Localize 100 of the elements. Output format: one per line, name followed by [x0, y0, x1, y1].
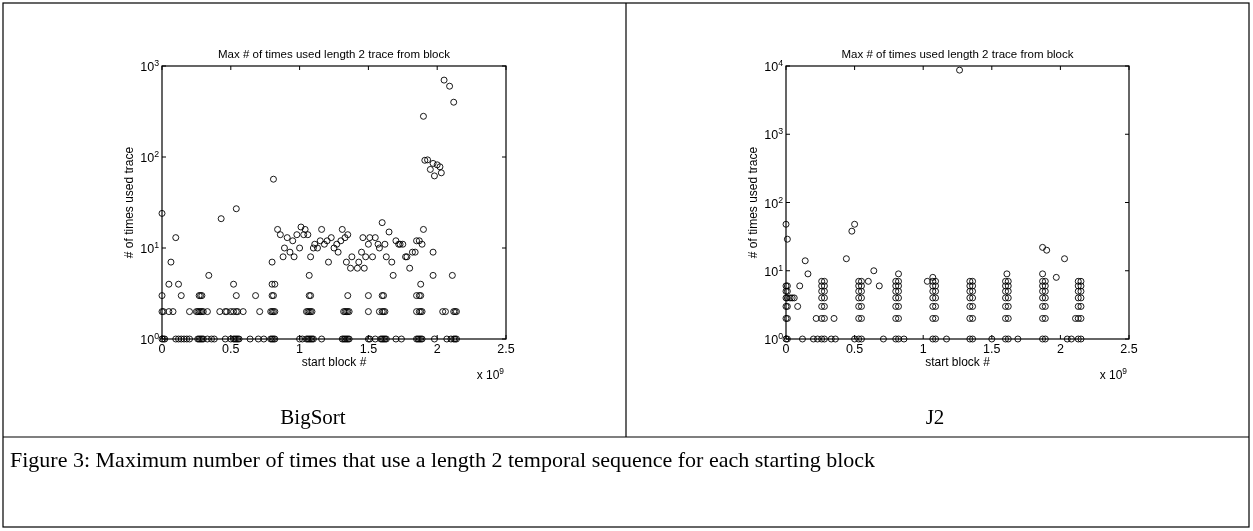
x-axis-title: start block # [925, 355, 991, 369]
x-tick-label: 1.5 [359, 342, 378, 356]
y-tick-label: 10$^{2}$ [140, 149, 160, 165]
point [1002, 302, 1009, 310]
x-tick-label: 1 [296, 342, 304, 356]
x-tick-label: 2.5 [1120, 342, 1138, 356]
y-tick-label: 10$^{3}$ [764, 126, 784, 143]
point [827, 335, 835, 343]
point [1002, 315, 1009, 322]
point [1002, 282, 1009, 290]
point [858, 315, 865, 322]
caption: Figure 3: Maximum number of times that use a length 2 temporal sequence for each starting block [10, 446, 877, 473]
point [969, 294, 977, 302]
point [895, 277, 902, 285]
point [900, 335, 908, 343]
x-tick-label: 0.5 [845, 342, 864, 356]
point [1014, 335, 1022, 343]
point [895, 335, 902, 343]
point [1004, 315, 1012, 322]
point [1077, 335, 1085, 343]
point [892, 335, 900, 343]
point [812, 315, 820, 322]
point [1074, 287, 1082, 295]
point [895, 302, 902, 310]
point [969, 335, 977, 343]
point [858, 294, 865, 302]
point [851, 220, 859, 228]
point [1039, 270, 1047, 278]
point [1004, 277, 1012, 285]
point [966, 315, 974, 322]
point [932, 294, 939, 302]
point [858, 282, 865, 290]
point [809, 335, 817, 343]
point [1002, 277, 1009, 285]
point [1077, 282, 1085, 290]
y-tick-label: 10$^{3}$ [140, 58, 160, 74]
point [1002, 287, 1009, 295]
point [895, 294, 902, 302]
point [932, 315, 939, 322]
y-tick-label: 10$^{4}$ [764, 58, 784, 74]
y-tick-label: 10$^{1}$ [764, 262, 784, 279]
chart-title: Max # of times used length 2 trace from block [217, 48, 451, 60]
point [932, 302, 939, 310]
point [855, 277, 863, 285]
point [831, 335, 839, 343]
point [1074, 335, 1082, 343]
point [1077, 302, 1085, 310]
point [969, 287, 977, 295]
point [966, 335, 974, 343]
point [1004, 335, 1012, 343]
point [892, 315, 900, 322]
x-tick-label: 0 [782, 342, 790, 356]
point [956, 66, 964, 74]
point [929, 315, 937, 322]
point [969, 315, 977, 322]
x-tick-label: 0.5 [222, 342, 240, 356]
point [932, 287, 939, 295]
point [855, 282, 863, 290]
point [892, 294, 900, 302]
point [855, 287, 863, 295]
point [794, 302, 802, 310]
point [1004, 294, 1012, 302]
point [782, 220, 790, 228]
point [1003, 270, 1011, 278]
point [929, 287, 937, 295]
point [1063, 335, 1071, 343]
point [1074, 282, 1082, 290]
point [892, 282, 900, 290]
point [1077, 294, 1085, 302]
point [943, 335, 950, 343]
x-tick-label: 2 [433, 342, 441, 356]
point [855, 315, 863, 322]
point [855, 302, 863, 310]
x-tick-label: 2 [1056, 342, 1064, 356]
point [858, 287, 865, 295]
text: x 10$^{9}$ [1099, 366, 1128, 382]
point [966, 277, 974, 285]
point [830, 315, 838, 322]
point [870, 267, 878, 275]
point [814, 335, 822, 343]
point [966, 302, 974, 310]
point [1074, 302, 1082, 310]
point [1002, 335, 1009, 343]
point [875, 282, 883, 290]
x-tick-label: 2.5 [497, 342, 515, 356]
point [966, 287, 974, 295]
text: J2 [925, 405, 945, 429]
point [1004, 282, 1012, 290]
x-axis-title: start block # [301, 355, 367, 369]
point [932, 335, 939, 343]
point [929, 282, 937, 290]
y-tick-label: 10$^{0}$ [764, 331, 784, 347]
point [858, 302, 865, 310]
point [923, 277, 931, 285]
point [799, 335, 806, 343]
point [988, 335, 996, 343]
point [929, 294, 937, 302]
point [969, 302, 977, 310]
point [966, 282, 974, 290]
point [879, 335, 887, 343]
